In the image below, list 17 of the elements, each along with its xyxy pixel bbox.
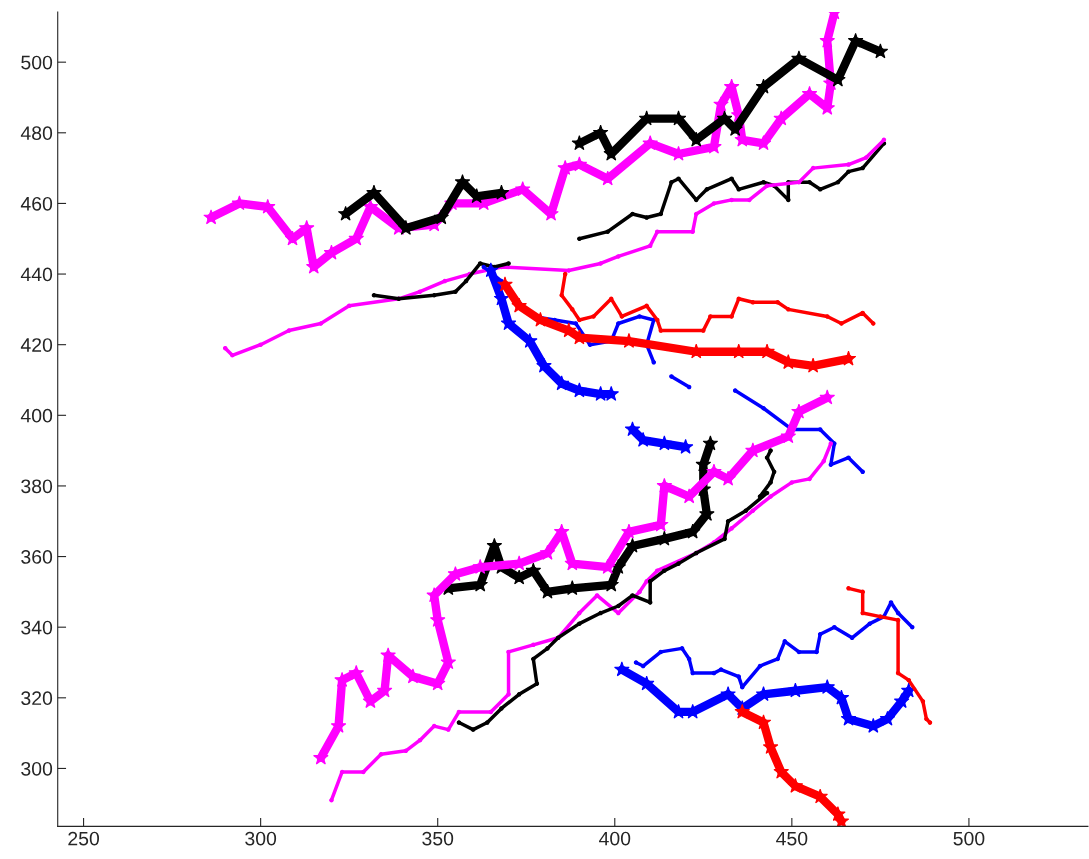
x-tick-label: 450 xyxy=(776,831,808,846)
x-tick-label: 350 xyxy=(422,831,454,846)
y-tick-label: 460 xyxy=(20,196,53,211)
x-tick-label: 500 xyxy=(953,831,985,846)
y-tick-label: 300 xyxy=(21,761,53,776)
y-tick-label: 400 xyxy=(20,408,53,423)
y-tick-label: 380 xyxy=(21,479,53,494)
y-tick-label: 340 xyxy=(21,620,53,635)
y-tick-label: 420 xyxy=(20,338,53,352)
x-tick-label: 300 xyxy=(245,831,277,846)
y-tick-label: 440 xyxy=(20,267,53,282)
y-tick-label: 320 xyxy=(21,691,53,706)
y-tick-label: 480 xyxy=(20,126,53,141)
x-tick-label: 400 xyxy=(599,831,631,846)
x-tick-label: 250 xyxy=(68,831,100,846)
y-tick-label: 360 xyxy=(21,550,53,564)
y-tick-label: 500 xyxy=(21,55,53,70)
